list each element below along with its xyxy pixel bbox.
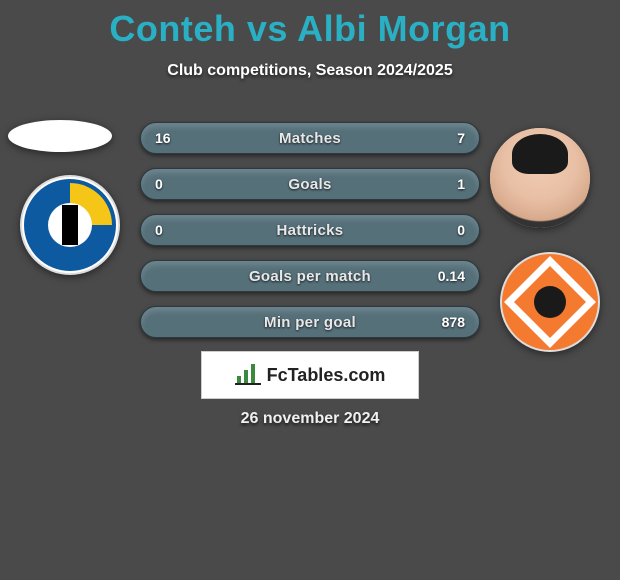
stat-row: 0 Goals 1 [140, 168, 480, 200]
source-logo-text: FcTables.com [267, 365, 386, 386]
stat-row: 16 Matches 7 [140, 122, 480, 154]
stat-label: Min per goal [141, 314, 479, 331]
player-right-avatar [490, 128, 590, 228]
club-left-badge [20, 175, 120, 275]
date-label: 26 november 2024 [0, 410, 620, 428]
player-left-avatar [8, 120, 112, 152]
stat-label: Goals per match [141, 268, 479, 285]
club-right-badge [500, 252, 600, 352]
bar-chart-icon [235, 364, 261, 386]
stat-label: Hattricks [141, 222, 479, 239]
source-logo: FcTables.com [202, 352, 418, 398]
page-title: Conteh vs Albi Morgan [0, 0, 620, 50]
stats-table: 16 Matches 7 0 Goals 1 0 Hattricks 0 Goa… [140, 122, 480, 352]
shield-icon [500, 252, 600, 352]
shield-icon [20, 175, 120, 275]
face-icon [490, 128, 590, 228]
stat-row: Min per goal 878 [140, 306, 480, 338]
stat-label: Goals [141, 176, 479, 193]
subtitle: Club competitions, Season 2024/2025 [0, 62, 620, 80]
stat-row: Goals per match 0.14 [140, 260, 480, 292]
stat-row: 0 Hattricks 0 [140, 214, 480, 246]
stat-label: Matches [141, 130, 479, 147]
